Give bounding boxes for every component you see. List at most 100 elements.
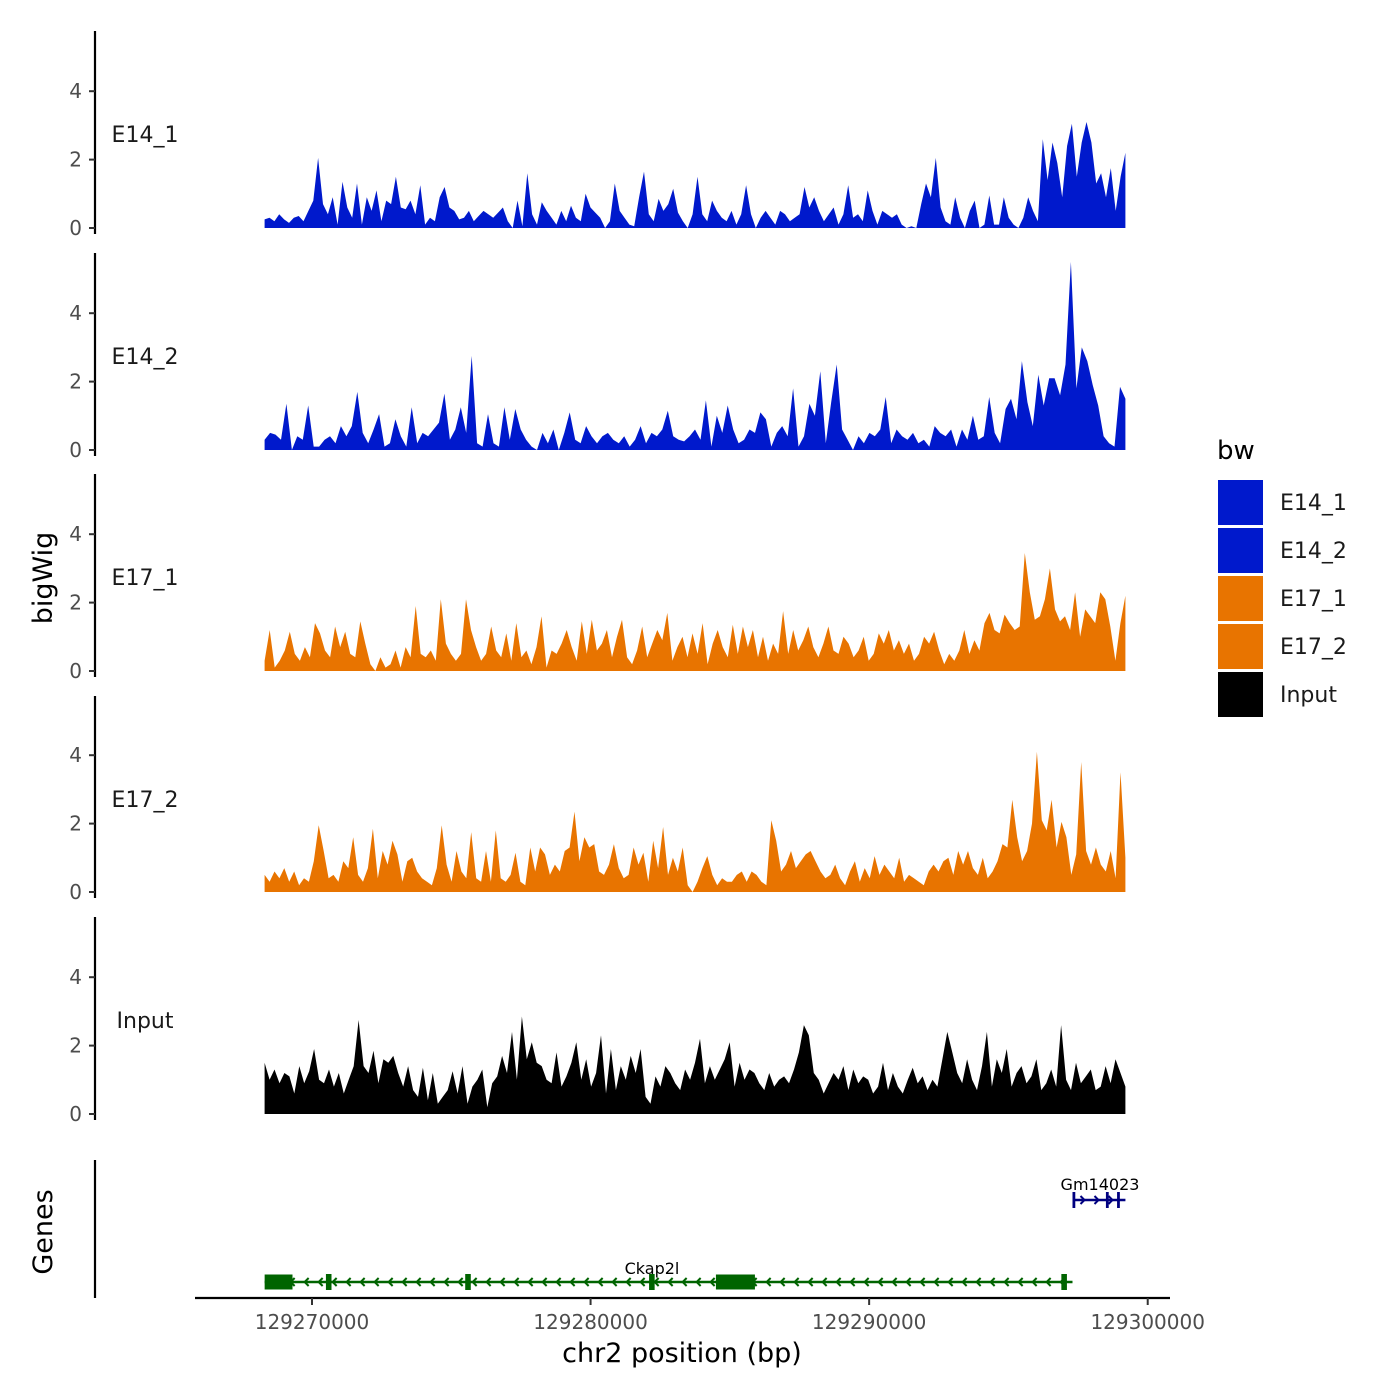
y-tick-label: 2 (69, 812, 82, 836)
gene-label: Gm14023 (1061, 1175, 1140, 1194)
strand-arrow (457, 1277, 464, 1287)
legend-swatch (1218, 672, 1263, 717)
strand-arrow (303, 1277, 310, 1287)
strand-arrow (429, 1277, 436, 1287)
strand-arrow (555, 1277, 562, 1287)
y-tick-label: 4 (69, 522, 82, 546)
exon (264, 1274, 293, 1290)
strand-arrow (485, 1277, 492, 1287)
strand-arrow (905, 1277, 912, 1287)
strand-arrow (597, 1277, 604, 1287)
strand-arrow (513, 1277, 520, 1287)
strand-arrow (793, 1277, 800, 1287)
y-tick-label: 4 (69, 743, 82, 767)
gene-ckap2l: Ckap2l (264, 1259, 1073, 1290)
strand-arrow (317, 1277, 324, 1287)
signal-area (264, 553, 1126, 671)
strand-arrow (345, 1277, 352, 1287)
y-tick-label: 2 (69, 370, 82, 394)
strand-arrow (401, 1277, 408, 1287)
signal-area (264, 261, 1126, 450)
y-tick-label: 2 (69, 148, 82, 172)
genes-axis-title: Genes (28, 1189, 59, 1274)
legend-label: E14_1 (1280, 491, 1347, 516)
strand-arrow (331, 1277, 338, 1287)
strand-arrow (1017, 1277, 1024, 1287)
x-tick-label: 129270000 (255, 1310, 370, 1334)
y-tick-label: 0 (69, 216, 82, 240)
strand-arrow (765, 1277, 772, 1287)
legend-label: Input (1280, 683, 1337, 708)
strand-arrow (779, 1277, 786, 1287)
x-tick-label: 129300000 (1090, 1310, 1205, 1334)
legend-item-e14-1: E14_1 (1218, 480, 1347, 525)
strand-arrow (877, 1277, 884, 1287)
strand-arrow (681, 1277, 688, 1287)
legend-item-e17-1: E17_1 (1218, 576, 1347, 621)
strand-arrow (541, 1277, 548, 1287)
legend-label: E14_2 (1280, 539, 1347, 564)
strand-arrow (961, 1277, 968, 1287)
signal-area (264, 751, 1126, 892)
y-tick-label: 2 (69, 591, 82, 615)
strand-arrow (709, 1277, 716, 1287)
strand-arrow (625, 1277, 632, 1287)
strand-arrow (415, 1277, 422, 1287)
strand-arrow (499, 1277, 506, 1287)
legend-item-e14-2: E14_2 (1218, 528, 1347, 573)
x-axis-title: chr2 position (bp) (562, 1338, 802, 1369)
legend-title: bw (1217, 436, 1255, 466)
bigwig-tracks: 0 2 4 E14_1 0 2 4 E14_2 0 2 4 E17_1 0 2 4 E17_2 0 2 4 Input (69, 31, 1126, 1126)
exon (649, 1274, 655, 1290)
legend-swatch (1218, 480, 1263, 525)
legend-swatch (1218, 528, 1263, 573)
strand-arrow (1093, 1195, 1100, 1205)
exon (1072, 1192, 1076, 1208)
legend-swatch (1218, 576, 1263, 621)
exon (1105, 1192, 1109, 1208)
track-label: E14_1 (112, 123, 179, 148)
strand-arrow (863, 1277, 870, 1287)
strand-arrow (667, 1277, 674, 1287)
strand-arrow (821, 1277, 828, 1287)
strand-arrow (527, 1277, 534, 1287)
legend-label: E17_2 (1280, 635, 1347, 660)
exon (715, 1274, 755, 1290)
track-e17-1: 0 2 4 E17_1 (69, 474, 1126, 683)
strand-arrow (1045, 1277, 1052, 1287)
y-tick-label: 4 (69, 965, 82, 989)
strand-arrow (443, 1277, 450, 1287)
legend: bw E14_1 E14_2 E17_1 E17_2 Input (1217, 436, 1347, 717)
strand-arrow (695, 1277, 702, 1287)
strand-arrow (611, 1277, 618, 1287)
exon (1117, 1192, 1120, 1208)
strand-arrow (653, 1277, 660, 1287)
strand-arrow (569, 1277, 576, 1287)
strand-arrow (947, 1277, 954, 1287)
signal-area (264, 122, 1126, 228)
strand-arrow (975, 1277, 982, 1287)
strand-arrow (1107, 1195, 1114, 1205)
y-tick-label: 0 (69, 880, 82, 904)
y-tick-label: 0 (69, 438, 82, 462)
track-e17-2: 0 2 4 E17_2 (69, 696, 1126, 904)
y-tick-label: 0 (69, 659, 82, 683)
strand-arrow (807, 1277, 814, 1287)
legend-label: E17_1 (1280, 587, 1347, 612)
legend-item-input: Input (1218, 672, 1337, 717)
strand-arrow (359, 1277, 366, 1287)
x-axis: 129270000 129280000 129290000 129300000 (195, 1296, 1205, 1334)
x-tick-label: 129280000 (533, 1310, 648, 1334)
strand-arrow (919, 1277, 926, 1287)
strand-arrow (933, 1277, 940, 1287)
y-tick-label: 4 (69, 79, 82, 103)
strand-arrow (1031, 1277, 1038, 1287)
track-label: Input (117, 1009, 174, 1034)
strand-arrow (1003, 1277, 1010, 1287)
strand-arrow (849, 1277, 856, 1287)
strand-arrow (583, 1277, 590, 1287)
gene-label: Ckap2l (625, 1259, 680, 1278)
gene-gm14023: Gm14023 (1061, 1175, 1140, 1208)
x-tick-label: 129290000 (812, 1310, 927, 1334)
track-e14-1: 0 2 4 E14_1 (69, 31, 1126, 240)
